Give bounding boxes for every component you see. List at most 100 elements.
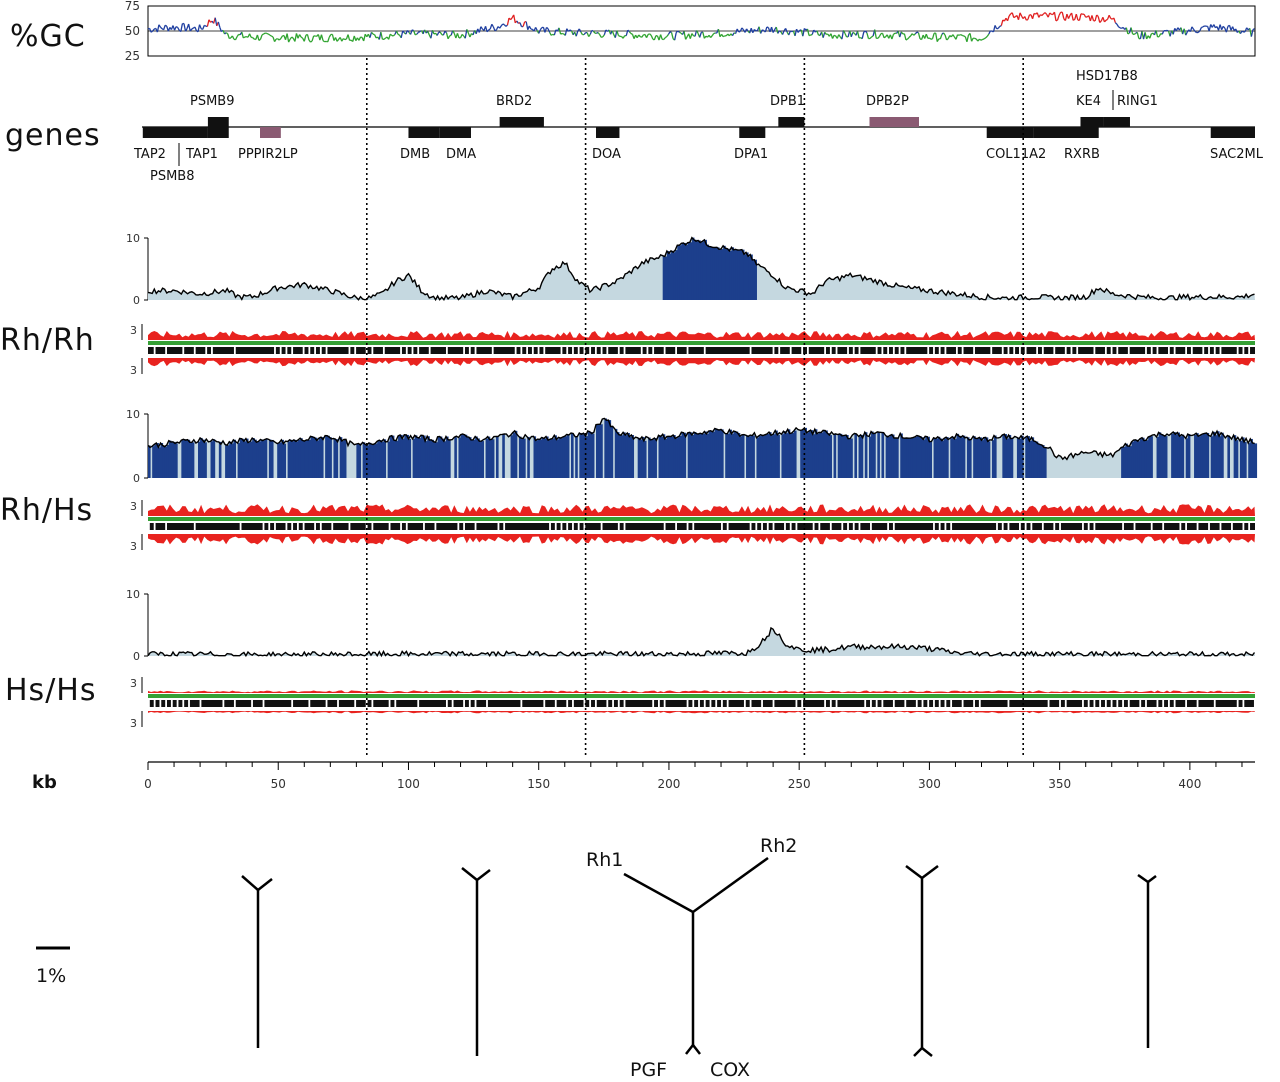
divergence-highlight-bar [566, 434, 570, 478]
divergence-highlight-bar [650, 439, 653, 478]
divergence-highlight-bar [608, 420, 612, 478]
gc-trace-segment [1136, 32, 1140, 39]
gc-trace-segment [891, 34, 895, 40]
gene-block-brd2 [499, 117, 544, 127]
gap-track-break [1087, 700, 1090, 707]
gc-trace-segment [1189, 26, 1193, 32]
divergence-highlight-bar [708, 246, 712, 300]
gap-track [148, 523, 1255, 530]
divergence-highlight-bar [368, 442, 372, 478]
gene-block-rxrb [1033, 127, 1099, 138]
gene-label-dpb1: DPB1 [770, 94, 805, 109]
gc-trace-segment [942, 32, 946, 36]
gap-track-break [973, 347, 975, 354]
gap-track-break [612, 700, 614, 707]
gc-trace-segment [977, 38, 980, 42]
kb-tick-label: 250 [788, 777, 811, 791]
divergence-highlight-bar [756, 437, 760, 478]
gap-track-break [279, 347, 282, 354]
divergence-highlight-bar [1221, 432, 1224, 478]
gap-track-break [1185, 523, 1187, 530]
gap-track-break [743, 700, 746, 707]
gc-trace-segment [869, 36, 873, 39]
gc-trace-segment [653, 35, 657, 41]
divergence-highlight-bar [906, 437, 910, 478]
divergence-highlight-bar [754, 259, 757, 300]
divergence-highlight-bar [231, 443, 234, 478]
gap-track-break [1024, 523, 1027, 530]
gap-track-break [176, 700, 179, 707]
gc-trace-segment [758, 26, 762, 34]
divergence-highlight-bar [718, 429, 722, 478]
gap-track-break [474, 347, 477, 354]
divergence-highlight-bar [768, 432, 772, 478]
gap-track-break [589, 347, 592, 354]
divergence-highlight-bar [596, 424, 599, 478]
gene-block-dpa1 [739, 127, 766, 138]
gap-track-break [285, 523, 288, 530]
gc-trace-segment [717, 29, 721, 37]
gc-trace-segment [236, 33, 240, 37]
gap-track-break [463, 523, 465, 530]
gap-track-break [405, 347, 408, 354]
divergence-highlight-bar [502, 434, 505, 478]
gap-track-break [829, 523, 832, 530]
gc-trace-segment [997, 25, 1001, 29]
divergence-highlight-bar [527, 436, 530, 478]
divergence-highlight-bar [843, 435, 847, 478]
divergence-highlight-bar [418, 438, 422, 478]
gc-trace-segment [400, 30, 404, 38]
divergence-highlight-bar [1141, 437, 1145, 478]
gap-track-break [1168, 347, 1170, 354]
divergence-highlight-bar [975, 438, 978, 478]
gap-track-break [1236, 700, 1239, 707]
gap-track-break [388, 523, 391, 530]
divergence-highlight-bar [243, 441, 247, 478]
gap-track-break [1070, 347, 1073, 354]
gap-track-break [715, 700, 718, 707]
divergence-highlight-bar [1035, 441, 1039, 478]
gc-trace-segment [243, 36, 246, 39]
kb-label: kb [32, 772, 57, 793]
gap-track-break [474, 700, 477, 707]
gc-trace-segment [685, 36, 688, 40]
gap-track-break [165, 700, 167, 707]
divergence-highlight-bar [170, 441, 174, 478]
divergence-highlight-bar [256, 442, 259, 478]
gc-trace-segment [770, 26, 774, 33]
divergence-highlight-bar [1181, 434, 1185, 478]
gc-trace-segment [433, 32, 436, 35]
gap-track-break [927, 347, 930, 354]
gap-track-break [1104, 700, 1107, 707]
gap-track-break [291, 700, 294, 707]
gap-track-break [1082, 700, 1084, 707]
divergence-highlight-bar [364, 443, 368, 478]
divergence-highlight-bar [1162, 435, 1166, 478]
divergence-highlight-bar [395, 440, 399, 478]
divergence-highlight-bar [900, 433, 903, 478]
gc-trace-segment [1047, 12, 1051, 18]
divergence-highlight-bar [793, 430, 797, 478]
gc-trace-segment [1041, 13, 1044, 16]
gc-trace-segment [1127, 32, 1130, 35]
gc-trace-segment [1017, 12, 1021, 20]
divergence-highlight-bar [327, 435, 330, 478]
kb-tick-label: 0 [144, 777, 152, 791]
gc-trace-segment [444, 30, 447, 34]
gc-trace-segment [597, 32, 601, 35]
divergence-highlight-bar [739, 436, 743, 478]
gap-track-break [606, 700, 609, 707]
gap-track-break [468, 700, 471, 707]
gc-trace-segment [358, 36, 362, 41]
gc-trace-segment [439, 31, 443, 35]
gc-trace-segment [852, 31, 855, 34]
gap-track-break [789, 523, 792, 530]
gc-trace-segment [816, 30, 820, 36]
gc-trace-segment [999, 25, 1002, 27]
divergence-highlight-bar [739, 249, 743, 300]
gc-trace-segment [952, 34, 955, 38]
gc-trace-segment [1019, 12, 1023, 17]
gc-trace-segment [711, 33, 715, 37]
divergence-highlight-bar [548, 440, 551, 478]
gc-trace-segment [824, 31, 827, 35]
